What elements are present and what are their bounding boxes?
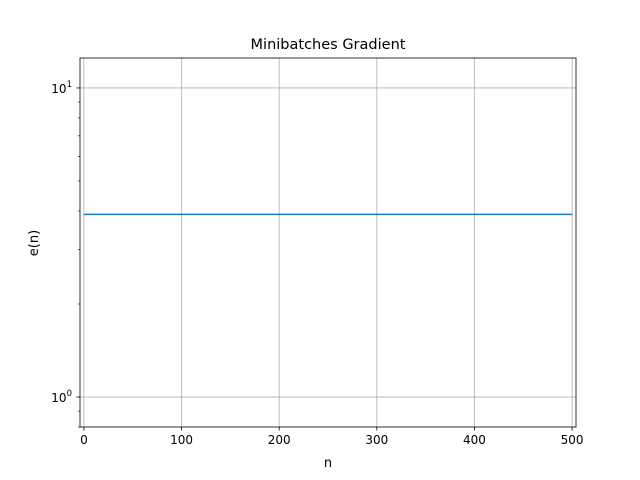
x-tick-label: 200	[268, 433, 291, 447]
x-tick-label: 400	[463, 433, 486, 447]
x-axis-label: n	[324, 456, 332, 471]
grid	[80, 58, 576, 427]
x-tick-label: 500	[561, 433, 584, 447]
plot-frame	[79, 57, 577, 428]
y-tick-label: 101	[51, 80, 72, 96]
y-axis-label: e(n)	[27, 230, 42, 256]
ticks: 0 100 200 300 400 500 100 101	[51, 80, 583, 447]
x-tick-label: 300	[365, 433, 388, 447]
x-tick-label: 100	[170, 433, 193, 447]
y-tick-label: 100	[51, 389, 72, 405]
chart-title: Minibatches Gradient	[251, 37, 406, 53]
x-tick-label: 0	[80, 433, 88, 447]
